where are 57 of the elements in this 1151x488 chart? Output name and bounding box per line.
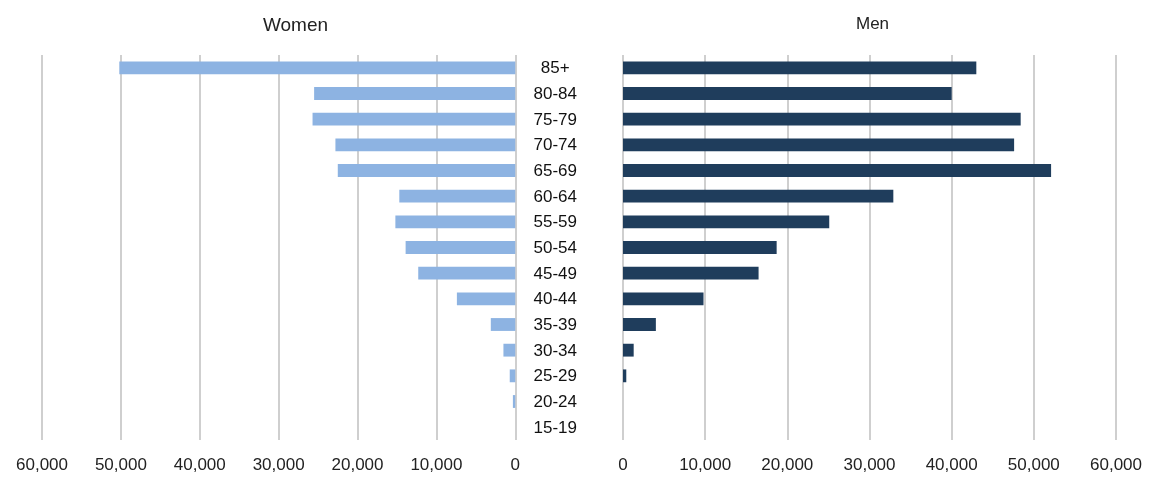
bar	[314, 87, 516, 100]
bar	[418, 266, 516, 280]
bar	[623, 318, 656, 331]
bar	[395, 215, 516, 229]
y-tick-label: 15-19	[533, 417, 577, 437]
bar	[623, 343, 634, 357]
x-tick-label: 20,000	[761, 455, 814, 474]
x-tick-label: 0	[510, 455, 520, 474]
x-tick-label: 60,000	[1090, 455, 1142, 474]
bar	[623, 215, 830, 229]
bar	[399, 189, 516, 203]
y-tick-label: 70-74	[533, 135, 577, 155]
y-tick-label: 80-84	[533, 84, 577, 103]
chart-title: Women	[262, 14, 329, 35]
y-tick-label: 85+	[540, 58, 570, 78]
bar	[490, 318, 516, 331]
x-tick-label: 20,000	[331, 455, 384, 474]
x-tick-label: 40,000	[925, 455, 978, 474]
x-tick-label: 50,000	[1007, 455, 1060, 474]
y-tick-label: 30-34	[533, 340, 577, 360]
bar	[405, 241, 516, 254]
bar	[623, 164, 1052, 177]
x-tick-label: 10,000	[679, 455, 732, 474]
x-tick-label: 0	[618, 455, 628, 474]
y-tick-label: 35-39	[533, 315, 577, 334]
bar	[312, 112, 516, 126]
y-tick-label: 60-64	[533, 186, 577, 206]
bar	[623, 61, 977, 75]
bar	[623, 112, 1021, 126]
bar	[503, 343, 516, 357]
x-tick-label: 30,000	[843, 455, 896, 474]
bar	[623, 266, 759, 280]
bar	[623, 87, 952, 100]
y-tick-label: 45-49	[533, 263, 577, 283]
y-tick-label: 65-69	[533, 161, 577, 180]
y-tick-label: 40-44	[533, 289, 577, 309]
bar	[119, 61, 516, 75]
y-tick-label: 20-24	[533, 392, 577, 411]
bar	[337, 164, 516, 177]
bar	[335, 138, 516, 152]
y-tick-label: 50-54	[533, 238, 577, 257]
bar	[623, 369, 627, 383]
bar	[623, 241, 777, 254]
bar	[509, 369, 516, 383]
x-tick-label: 60,000	[16, 455, 68, 474]
y-tick-label: 25-29	[533, 366, 577, 386]
x-tick-label: 50,000	[94, 455, 147, 474]
bar	[456, 292, 516, 306]
chart-title: Men	[855, 14, 890, 33]
x-tick-label: 10,000	[410, 455, 463, 474]
y-tick-label: 75-79	[533, 109, 577, 129]
y-tick-label: 55-59	[533, 212, 577, 232]
bar	[623, 292, 704, 306]
bar	[623, 138, 1015, 152]
x-tick-label: 40,000	[173, 455, 226, 474]
bar	[623, 189, 894, 203]
x-tick-label: 30,000	[252, 455, 305, 474]
